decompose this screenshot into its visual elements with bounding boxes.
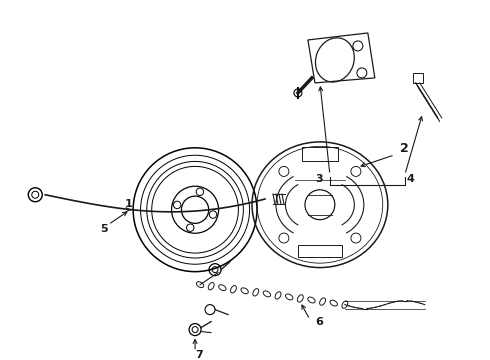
- Bar: [298, 246, 342, 257]
- Bar: [302, 147, 338, 161]
- Text: 6: 6: [315, 316, 323, 327]
- Text: 4: 4: [407, 174, 415, 184]
- Text: 2: 2: [400, 142, 409, 155]
- Bar: [413, 73, 423, 83]
- Text: 1: 1: [125, 199, 133, 209]
- Text: 3: 3: [315, 174, 322, 184]
- Text: 5: 5: [100, 224, 108, 234]
- Text: 7: 7: [195, 350, 203, 360]
